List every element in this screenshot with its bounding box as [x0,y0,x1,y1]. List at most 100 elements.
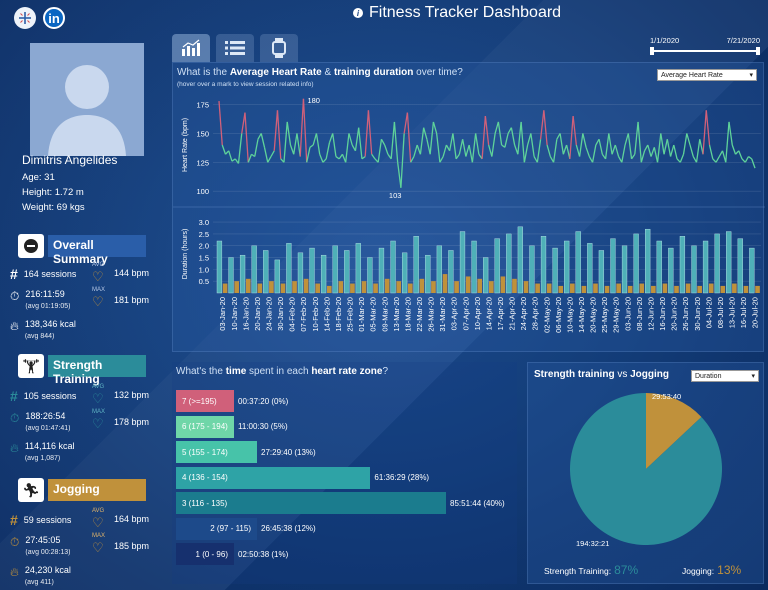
duration-bar-strength [297,252,304,294]
zone-row[interactable]: 4 (136 - 154) 61:36:29 (28%) [176,466,430,489]
duration-bar-jogging [674,285,679,293]
hr-line-segment [588,156,594,163]
zones-panel: What's the time spent in each heart rate… [172,362,517,584]
duration-bar-strength [413,236,419,294]
overall-time-avg: (avg 01:19:05) [25,303,71,310]
avg-label: AVG [92,262,105,268]
zone-label: 2 (97 - 115) [210,524,251,533]
flame-icon: 🔥︎ [10,441,19,455]
hr-line-segment [552,139,558,163]
max-label: MAX [92,533,106,539]
overall-max-bpm: 181 bpm [114,295,150,305]
hr-line-segment [332,133,337,157]
hr-line-segment [452,133,457,159]
hr-line-segment [377,139,383,163]
hr-line-segment [725,121,730,163]
smartwatch-icon [272,38,286,58]
hr-line-segment [461,139,467,157]
duration-bar-jogging [512,278,517,293]
tab-list[interactable] [216,34,254,62]
range-handle-end[interactable] [756,47,760,55]
duration-bar-strength [668,247,674,294]
pie-panel: Strength training vs Jogging Duration ▾ 2… [527,362,764,584]
hr-line-segment [634,121,639,155]
hr-max-label: 180 [307,96,320,105]
strength-kcal-avg: (avg 1,087) [24,455,61,462]
zone-bar[interactable]: 7 (>=195) [176,390,234,412]
hr-line-segment [617,156,623,163]
hr-line-segment [397,162,402,188]
stopwatch-icon: ⏱ [10,289,20,303]
duration-x-tick-label: 16-Jul-20 [739,297,748,328]
range-handle-start[interactable] [650,47,654,55]
hr-line-segment [315,133,321,155]
hr-line-segment [575,144,581,157]
linkedin-icon[interactable]: in [43,7,65,29]
hr-line-segment [449,133,454,151]
hr-line-segment [643,144,649,152]
measure-dropdown[interactable]: Average Heart Rate ▾ [657,69,757,81]
duration-x-tick-label: 06-May-20 [554,297,563,333]
duration-bar-jogging [326,285,332,293]
hr-tick-label: 150 [196,129,209,138]
date-range-slider[interactable]: 1/1/2020 7/21/2020 [650,36,760,55]
hr-line-segment [345,133,350,163]
tab-device[interactable] [260,34,298,62]
duration-bar-strength [274,259,280,294]
duration-bar-strength [656,240,662,294]
hr-line-segment [559,133,564,155]
avg-label: AVG [92,508,105,514]
zone-row[interactable]: 5 (155 - 174) 27:29:40 (13%) [176,441,316,463]
pie-measure-dropdown[interactable]: Duration ▾ [691,370,759,382]
view-tabs [172,34,298,62]
duration-bar-jogging [708,283,714,293]
duration-bar-jogging [280,283,286,293]
zone-row[interactable]: 6 (175 - 194) 11:00:30 (5%) [176,415,288,438]
hr-line-segment [578,133,584,157]
hr-line-segment [556,133,561,140]
duration-bar-jogging [535,283,540,293]
profile-age: Age: 31 [22,172,55,183]
weightlifter-icon: 🏋︎ [18,354,44,378]
hr-line-segment [715,156,720,163]
info-icon[interactable]: i [353,8,363,18]
avatar [30,43,144,156]
duration-x-tick-label: 30-Jun-20 [693,297,702,331]
duration-x-tick-label: 04-Feb-20 [288,297,297,332]
duration-bar-jogging [361,281,367,293]
dashboard-title: i Fitness Tracker Dashboard [353,4,561,22]
zone-bar[interactable]: 3 (116 - 135) [176,492,446,514]
hr-tick-label: 125 [196,158,209,167]
hr-line-segment [273,110,279,151]
legend-jogging-label: Jogging: [682,566,715,576]
hr-line-segment [351,144,357,152]
hr-line-segment [263,147,269,163]
duration-x-tick-label: 20-Jun-20 [670,297,679,331]
zone-row[interactable]: 7 (>=195) 00:37:20 (0%) [176,390,288,412]
zone-row[interactable]: 1 (0 - 96) 02:50:38 (1%) [176,543,288,565]
hr-line-segment [468,144,474,163]
tableau-icon[interactable] [14,7,36,29]
duration-bar-strength [679,236,686,294]
zone-bar[interactable]: 1 (0 - 96) [176,543,234,565]
zone-value: 61:36:29 (28%) [374,473,430,482]
hr-line-segment [549,156,555,163]
zone-bar[interactable]: 2 (97 - 115) [176,517,257,540]
duration-bar-strength [575,231,581,294]
hr-line-segment [510,127,516,146]
hr-line-segment [270,150,275,157]
duration-x-tick-label: 30-Jan-20 [276,297,285,331]
zone-bar[interactable]: 4 (136 - 154) [176,466,371,489]
hr-line-segment [682,133,688,155]
hr-line-segment [721,150,727,163]
zone-bar[interactable]: 6 (175 - 194) [176,415,234,438]
duration-bar-jogging [697,285,702,293]
zone-row[interactable]: 2 (97 - 115) 26:45:38 (12%) [176,517,316,540]
duration-x-tick-label: 10-Jan-20 [230,297,239,331]
zone-bar[interactable]: 5 (155 - 174) [176,441,257,463]
duration-x-tick-label: 18-Feb-20 [334,297,343,332]
zone-label: 7 (>=195) [182,396,217,406]
duration-x-tick-label: 10-Feb-20 [311,297,320,332]
zone-row[interactable]: 3 (116 - 135) 85:51:44 (40%) [176,492,505,514]
tab-charts[interactable] [172,34,210,62]
